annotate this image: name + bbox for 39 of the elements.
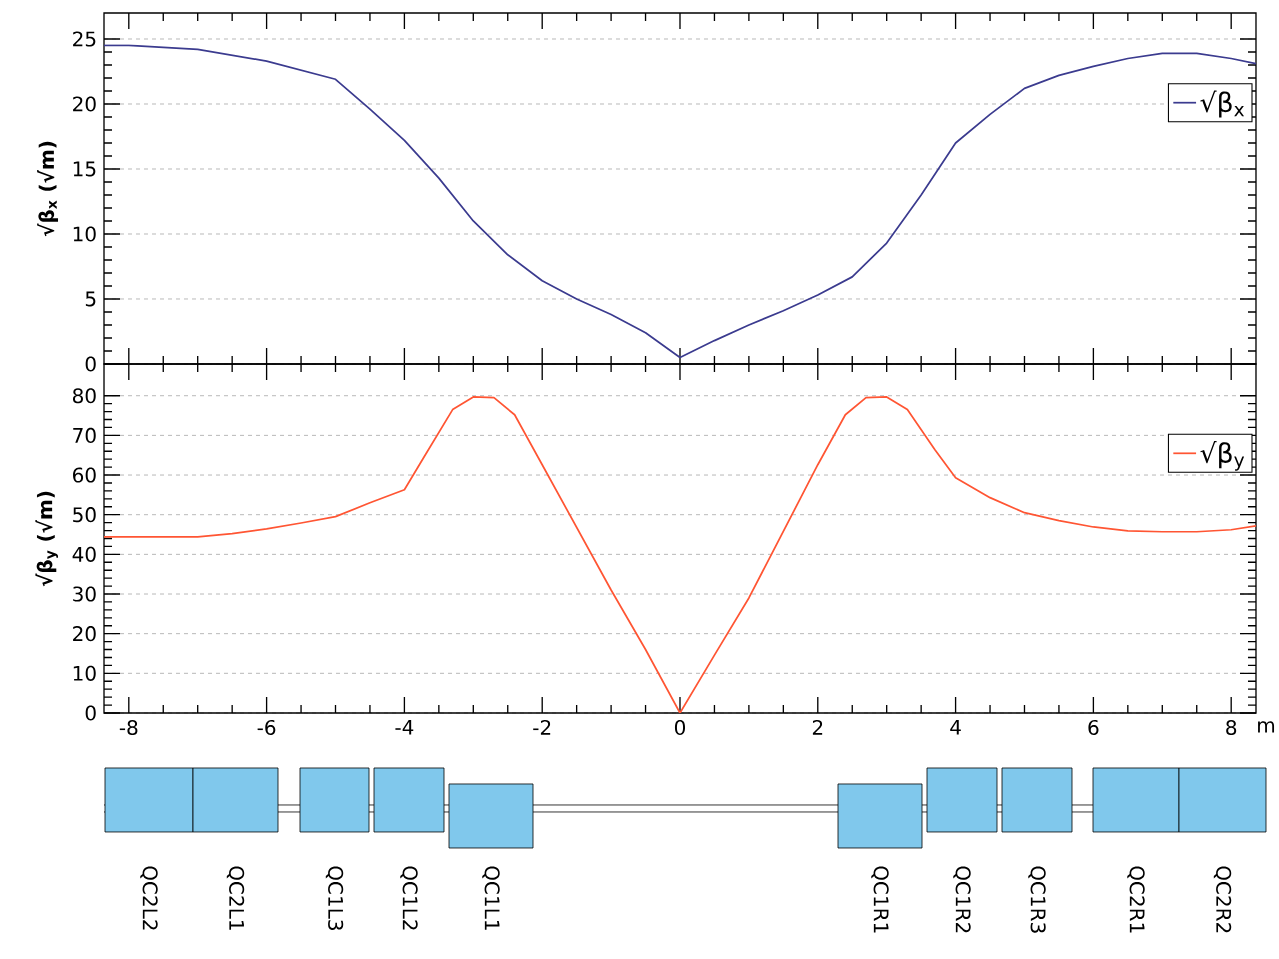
category-label: QC2L1 (226, 866, 245, 930)
x-tick-label: 0 (674, 719, 686, 736)
y-tick-label: 20 (73, 626, 96, 642)
y-tick-label: 5 (85, 291, 96, 307)
y-tick-label: 40 (72, 546, 96, 562)
x-tick-label: 2 (812, 719, 823, 735)
y-tick-label: 25 (73, 31, 96, 47)
y-tick-label: 10 (73, 665, 96, 681)
y-tick-label: 20 (73, 96, 96, 112)
x-tick-label: 4 (950, 719, 961, 735)
y-tick-label: 10 (73, 226, 96, 242)
x-tick-label: -8 (119, 719, 138, 736)
y-tick-label: 50 (73, 507, 96, 523)
category-label: QC1L2 (400, 866, 418, 930)
category-label: QC2R1 (1127, 866, 1145, 933)
y-tick-label: 0 (85, 705, 96, 721)
category-label: QC1L1 (482, 866, 500, 930)
x-tick-label: 6 (1088, 719, 1099, 736)
x-tick-label: -6 (257, 719, 276, 736)
y-axis-title: √β$_{x}$ (√m) (37, 141, 59, 237)
category-label: QC2R2 (1213, 866, 1232, 933)
x-axis-title: m (1258, 721, 1275, 733)
y-tick-label: 0 (85, 356, 96, 372)
legend-label: √β$_{y}$ (1200, 440, 1245, 471)
x-tick-label: 8 (1226, 719, 1237, 736)
category-label: QC2L2 (140, 866, 158, 930)
y-tick-label: 30 (73, 586, 96, 602)
category-label: QC1L3 (325, 866, 344, 930)
legend-label: √β$_{x}$ (1200, 90, 1245, 118)
y-tick-label: 70 (73, 427, 96, 443)
category-label: QC1R3 (1028, 866, 1046, 933)
y-tick-label: 80 (72, 388, 96, 404)
y-tick-label: 15 (73, 161, 96, 177)
category-label: QC1R2 (953, 866, 971, 933)
category-label: QC1R1 (871, 866, 889, 933)
x-tick-label: -2 (533, 719, 551, 735)
y-tick-label: 60 (73, 467, 96, 483)
x-tick-label: -4 (395, 719, 414, 735)
y-axis-title: √β$_{y}$ (√m) (35, 491, 59, 587)
